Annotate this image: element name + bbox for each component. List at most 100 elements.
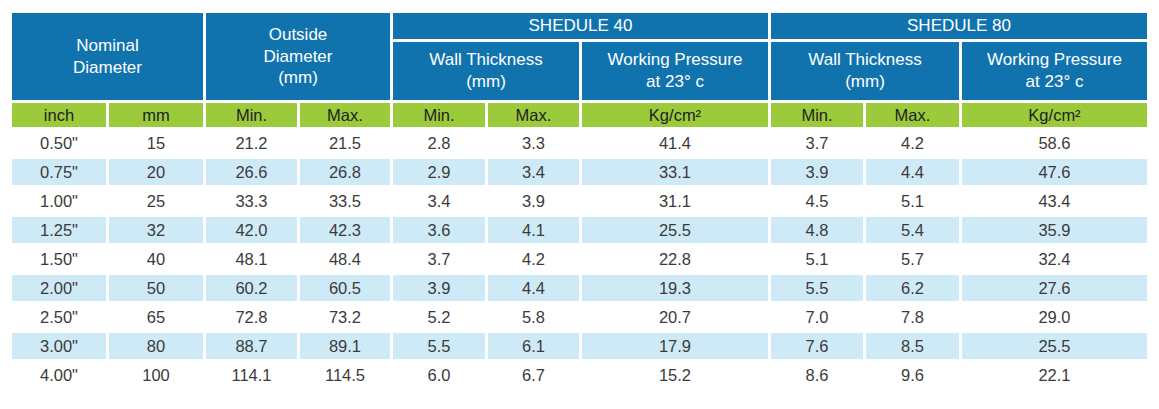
cell-value: 80 [109, 333, 203, 359]
cell-value: 5.5 [771, 275, 863, 301]
table-body: 0.50"1521.221.52.83.341.43.74.258.60.75"… [12, 130, 1147, 388]
cell-value: 20.7 [582, 304, 768, 330]
cell-value: 4.4 [866, 159, 959, 185]
cell-value: 25 [109, 188, 203, 214]
cell-value: 8.6 [771, 362, 863, 388]
cell-value: 27.6 [962, 275, 1147, 301]
subheader-s40-min: Min. [393, 103, 485, 127]
cell-value: 33.1 [582, 159, 768, 185]
cell-value: 4.2 [866, 130, 959, 156]
cell-value: 50 [109, 275, 203, 301]
subheader-s80-kgcm2: Kg/cm² [962, 103, 1147, 127]
cell-value: 26.6 [206, 159, 297, 185]
subheader-mm: mm [109, 103, 203, 127]
header-working-pressure-s80: Working Pressure at 23° c [962, 42, 1147, 100]
table-header: Nominal Diameter Outside Diameter (mm) S… [12, 13, 1147, 127]
cell-value: 60.2 [206, 275, 297, 301]
cell-value: 41.4 [582, 130, 768, 156]
pipe-spec-table-page: Nominal Diameter Outside Diameter (mm) S… [0, 0, 1159, 409]
cell-value: 89.1 [300, 333, 390, 359]
cell-value: 33.3 [206, 188, 297, 214]
header-nominal-diameter: Nominal Diameter [12, 13, 203, 100]
cell-value: 4.1 [488, 217, 579, 243]
cell-value: 17.9 [582, 333, 768, 359]
table-row: 2.00"5060.260.53.94.419.35.56.227.6 [12, 275, 1147, 301]
cell-value: 7.8 [866, 304, 959, 330]
cell-value: 73.2 [300, 304, 390, 330]
cell-value: 5.2 [393, 304, 485, 330]
cell-value: 58.6 [962, 130, 1147, 156]
subheader-s40-max: Max. [488, 103, 579, 127]
cell-value: 48.1 [206, 246, 297, 272]
cell-value: 4.4 [488, 275, 579, 301]
header-wall-thickness-s80: Wall Thickness (mm) [771, 42, 959, 100]
cell-value: 3.9 [488, 188, 579, 214]
table-row: 1.25"3242.042.33.64.125.54.85.435.9 [12, 217, 1147, 243]
header-wall-thickness-s40: Wall Thickness (mm) [393, 42, 579, 100]
cell-value: 22.1 [962, 362, 1147, 388]
table-row: 2.50"6572.873.25.25.820.77.07.829.0 [12, 304, 1147, 330]
cell-value: 7.0 [771, 304, 863, 330]
cell-value: 3.9 [771, 159, 863, 185]
cell-value: 40 [109, 246, 203, 272]
cell-value: 21.5 [300, 130, 390, 156]
cell-value: 3.4 [488, 159, 579, 185]
subheader-s80-max: Max. [866, 103, 959, 127]
cell-value: 19.3 [582, 275, 768, 301]
cell-value: 114.1 [206, 362, 297, 388]
cell-value: 1.50" [12, 246, 106, 272]
header-outside-diameter: Outside Diameter (mm) [206, 13, 390, 100]
cell-value: 3.7 [393, 246, 485, 272]
cell-value: 3.3 [488, 130, 579, 156]
cell-value: 22.8 [582, 246, 768, 272]
cell-value: 25.5 [962, 333, 1147, 359]
cell-value: 29.0 [962, 304, 1147, 330]
cell-value: 1.25" [12, 217, 106, 243]
cell-value: 3.7 [771, 130, 863, 156]
cell-value: 26.8 [300, 159, 390, 185]
cell-value: 7.6 [771, 333, 863, 359]
header-schedule-80: SHEDULE 80 [771, 13, 1147, 39]
cell-value: 5.5 [393, 333, 485, 359]
cell-value: 3.4 [393, 188, 485, 214]
cell-value: 65 [109, 304, 203, 330]
cell-value: 9.6 [866, 362, 959, 388]
cell-value: 2.9 [393, 159, 485, 185]
cell-value: 25.5 [582, 217, 768, 243]
table-row: 4.00"100114.1114.56.06.715.28.69.622.1 [12, 362, 1147, 388]
header-schedule-40: SHEDULE 40 [393, 13, 768, 39]
table-row: 1.50"4048.148.43.74.222.85.15.732.4 [12, 246, 1147, 272]
cell-value: 35.9 [962, 217, 1147, 243]
cell-value: 6.1 [488, 333, 579, 359]
cell-value: 88.7 [206, 333, 297, 359]
cell-value: 6.7 [488, 362, 579, 388]
cell-value: 21.2 [206, 130, 297, 156]
cell-value: 2.8 [393, 130, 485, 156]
cell-value: 15.2 [582, 362, 768, 388]
cell-value: 3.00" [12, 333, 106, 359]
cell-value: 5.1 [866, 188, 959, 214]
cell-value: 60.5 [300, 275, 390, 301]
cell-value: 5.7 [866, 246, 959, 272]
cell-value: 4.2 [488, 246, 579, 272]
subheader-s80-min: Min. [771, 103, 863, 127]
cell-value: 5.1 [771, 246, 863, 272]
table-row: 3.00"8088.789.15.56.117.97.68.525.5 [12, 333, 1147, 359]
cell-value: 15 [109, 130, 203, 156]
cell-value: 114.5 [300, 362, 390, 388]
cell-value: 1.00" [12, 188, 106, 214]
subheader-od-min: Min. [206, 103, 297, 127]
cell-value: 32.4 [962, 246, 1147, 272]
cell-value: 48.4 [300, 246, 390, 272]
cell-value: 0.50" [12, 130, 106, 156]
cell-value: 100 [109, 362, 203, 388]
cell-value: 4.00" [12, 362, 106, 388]
cell-value: 33.5 [300, 188, 390, 214]
cell-value: 47.6 [962, 159, 1147, 185]
cell-value: 3.9 [393, 275, 485, 301]
cell-value: 6.0 [393, 362, 485, 388]
cell-value: 2.50" [12, 304, 106, 330]
cell-value: 6.2 [866, 275, 959, 301]
subheader-inch: inch [12, 103, 106, 127]
cell-value: 42.3 [300, 217, 390, 243]
